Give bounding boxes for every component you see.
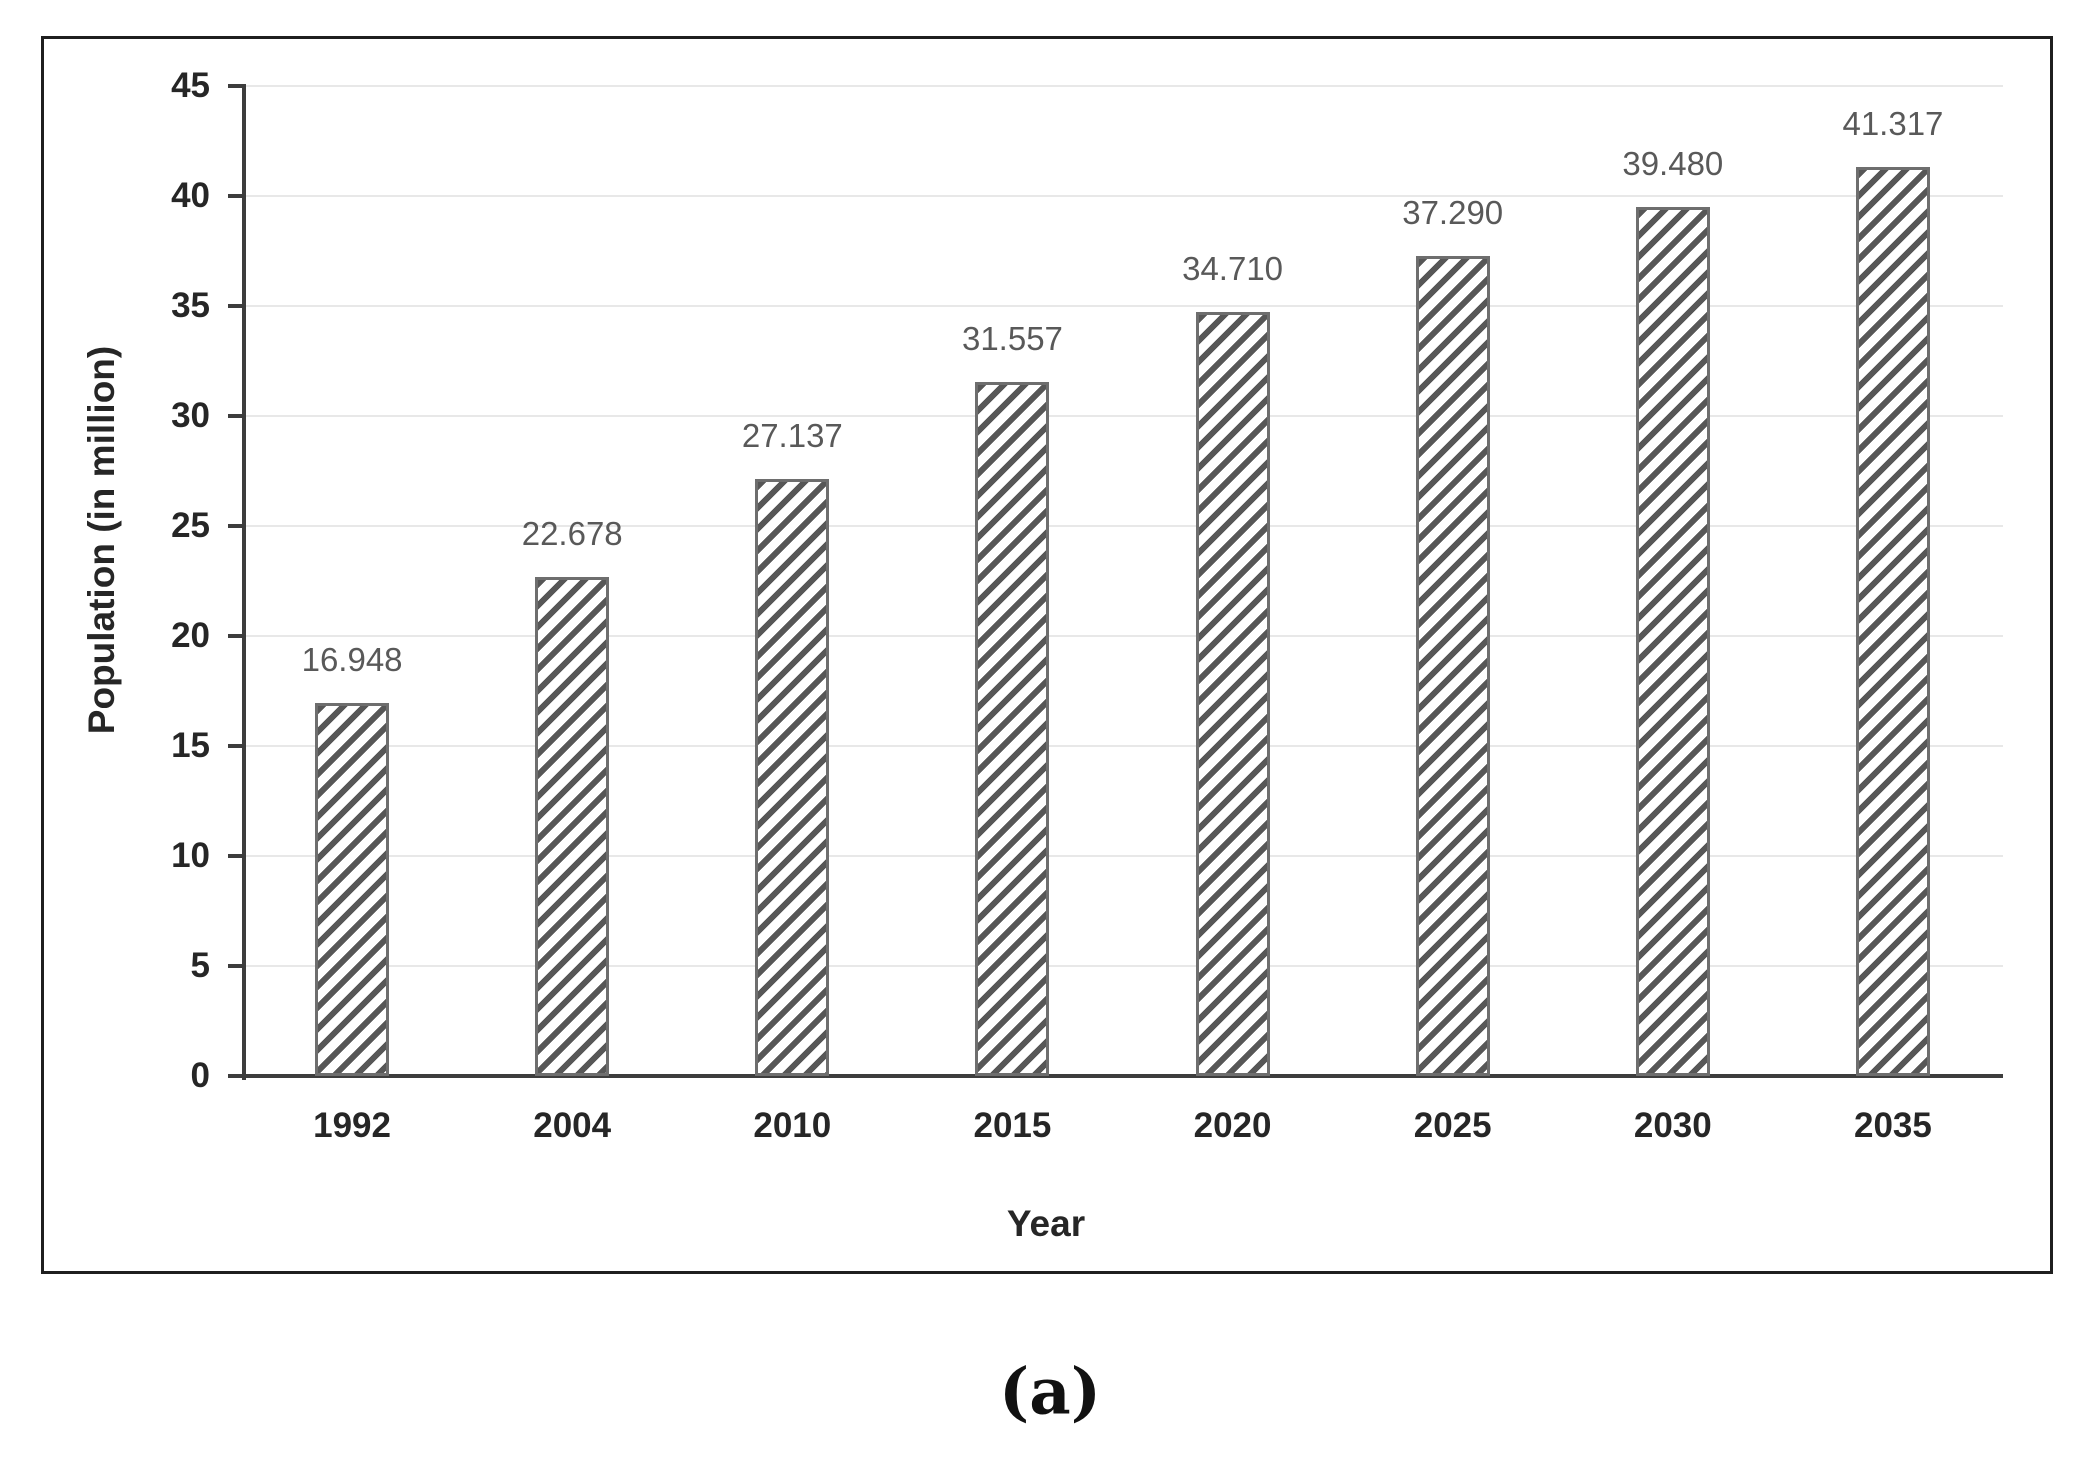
gridline-20 xyxy=(246,635,2003,637)
data-label-1992: 16.948 xyxy=(301,641,403,679)
figure-caption: (a) xyxy=(998,1354,1102,1430)
y-tick-mark-35 xyxy=(228,304,242,308)
y-tick-label-5: 5 xyxy=(190,946,210,985)
y-tick-label-0: 0 xyxy=(190,1056,210,1095)
gridline-10 xyxy=(246,855,2003,857)
y-tick-mark-30 xyxy=(228,414,242,418)
y-tick-label-10: 10 xyxy=(171,836,210,875)
y-tick-mark-45 xyxy=(228,84,242,88)
y-tick-label-20: 20 xyxy=(171,616,210,655)
bar-2025 xyxy=(1415,255,1490,1076)
gridline-45 xyxy=(246,85,2003,87)
bar-1992 xyxy=(315,703,390,1076)
x-tick-label-2010: 2010 xyxy=(753,1106,832,1145)
y-tick-label-35: 35 xyxy=(171,286,210,325)
gridline-40 xyxy=(246,195,2003,197)
data-label-2025: 37.290 xyxy=(1402,193,1504,231)
y-tick-mark-15 xyxy=(228,744,242,748)
x-tick-label-2035: 2035 xyxy=(1854,1106,1932,1145)
data-label-2035: 41.317 xyxy=(1842,105,1944,143)
y-axis-line xyxy=(242,84,246,1080)
data-label-2010: 27.137 xyxy=(741,416,843,454)
bar-2020 xyxy=(1195,312,1270,1076)
x-tick-label-2004: 2004 xyxy=(533,1106,612,1145)
x-axis-line xyxy=(242,1074,2003,1078)
y-tick-label-15: 15 xyxy=(171,726,210,765)
y-tick-mark-40 xyxy=(228,194,242,198)
data-label-2015: 31.557 xyxy=(961,319,1063,357)
y-tick-label-45: 45 xyxy=(171,66,210,105)
y-tick-mark-20 xyxy=(228,634,242,638)
y-tick-mark-0 xyxy=(228,1074,242,1078)
data-label-2030: 39.480 xyxy=(1622,145,1724,183)
bar-2010 xyxy=(755,478,830,1076)
data-label-2004: 22.678 xyxy=(521,515,623,553)
y-tick-mark-10 xyxy=(228,854,242,858)
gridline-35 xyxy=(246,305,2003,307)
x-axis-title: Year xyxy=(1006,1203,1086,1244)
bar-2035 xyxy=(1855,167,1930,1076)
x-tick-label-1992: 1992 xyxy=(313,1106,391,1145)
y-tick-label-40: 40 xyxy=(171,176,210,215)
data-label-2020: 34.710 xyxy=(1182,250,1284,288)
x-tick-label-2020: 2020 xyxy=(1193,1106,1272,1145)
gridline-25 xyxy=(246,525,2003,527)
bar-2030 xyxy=(1635,207,1710,1076)
y-tick-label-25: 25 xyxy=(171,506,210,545)
gridline-5 xyxy=(246,965,2003,967)
x-tick-label-2015: 2015 xyxy=(973,1106,1052,1145)
y-tick-label-30: 30 xyxy=(171,396,210,435)
bar-2004 xyxy=(535,577,610,1076)
y-axis-title: Population (in million) xyxy=(81,345,122,735)
bar-2015 xyxy=(975,381,1050,1076)
gridline-30 xyxy=(246,415,2003,417)
x-tick-label-2030: 2030 xyxy=(1633,1106,1712,1145)
gridline-15 xyxy=(246,745,2003,747)
y-tick-mark-25 xyxy=(228,524,242,528)
y-tick-mark-5 xyxy=(228,964,242,968)
x-tick-label-2025: 2025 xyxy=(1413,1106,1492,1145)
